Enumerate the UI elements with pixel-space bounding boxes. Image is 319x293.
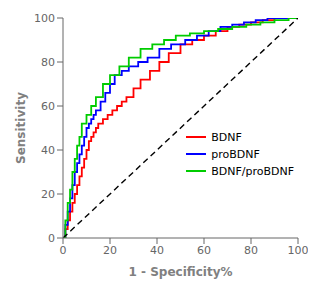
svg-text:20: 20	[103, 244, 117, 257]
svg-text:100: 100	[34, 12, 55, 25]
html-text:proBDNF: proBDNF	[211, 147, 260, 161]
svg-text:40: 40	[41, 144, 55, 157]
svg-text:80: 80	[41, 56, 55, 69]
svg-text:0: 0	[60, 244, 67, 257]
svg-text:40: 40	[150, 244, 164, 257]
html-text:BDNF/proBDNF: BDNF/proBDNF	[211, 164, 294, 178]
svg-text:0: 0	[48, 232, 55, 245]
svg-text:Sensitivity: Sensitivity	[14, 92, 28, 164]
svg-text:20: 20	[41, 188, 55, 201]
html-text:BDNF: BDNF	[211, 130, 242, 144]
svg-text:1 - Specificity%: 1 - Specificity%	[129, 265, 233, 279]
svg-text:60: 60	[197, 244, 211, 257]
svg-text:80: 80	[244, 244, 258, 257]
svg-text:60: 60	[41, 100, 55, 113]
svg-text:100: 100	[288, 244, 309, 257]
